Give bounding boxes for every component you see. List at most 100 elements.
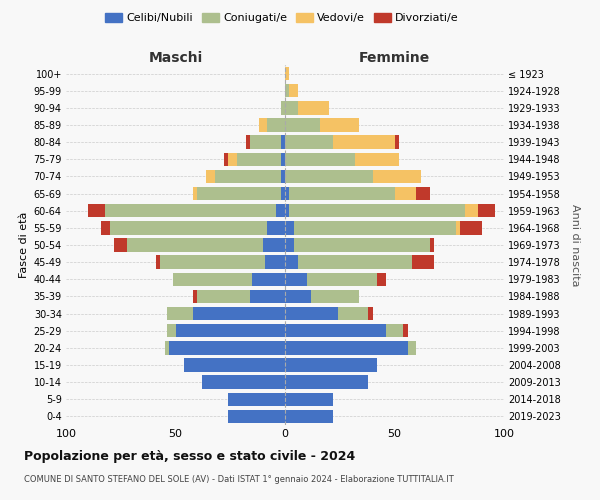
Bar (202, 376, 285, 389)
Bar (285, 67, 289, 80)
Bar (285, 341, 416, 354)
Bar (285, 238, 434, 252)
Bar (285, 376, 368, 389)
Bar (285, 204, 478, 218)
Bar (202, 376, 285, 389)
Bar (276, 204, 285, 218)
Bar (285, 290, 359, 303)
Bar (265, 256, 285, 269)
Bar (193, 187, 285, 200)
Bar (263, 238, 285, 252)
Bar (184, 358, 285, 372)
Bar (285, 238, 430, 252)
Bar (285, 136, 333, 149)
Bar (285, 324, 403, 338)
Bar (285, 307, 368, 320)
Legend: Celibi/Nubili, Coniugati/e, Vedovi/e, Divorziati/e: Celibi/Nubili, Coniugati/e, Vedovi/e, Di… (101, 8, 463, 28)
Bar (285, 118, 320, 132)
Bar (160, 256, 285, 269)
Bar (228, 392, 285, 406)
Bar (228, 392, 285, 406)
Bar (285, 358, 377, 372)
Bar (101, 221, 285, 234)
Bar (285, 324, 403, 338)
Bar (164, 341, 285, 354)
Bar (285, 187, 395, 200)
Bar (88, 204, 285, 218)
Bar (285, 152, 399, 166)
Bar (285, 358, 377, 372)
Bar (281, 187, 285, 200)
Bar (285, 67, 289, 80)
Bar (285, 272, 377, 286)
Bar (285, 221, 460, 234)
Bar (285, 136, 399, 149)
Bar (285, 187, 416, 200)
Bar (285, 392, 333, 406)
Bar (285, 410, 333, 423)
Bar (285, 256, 412, 269)
Bar (268, 118, 285, 132)
Bar (167, 324, 285, 338)
Bar (285, 204, 464, 218)
Bar (285, 170, 421, 183)
Bar (285, 272, 307, 286)
Bar (259, 118, 285, 132)
Bar (228, 392, 285, 406)
Bar (106, 204, 285, 218)
Bar (127, 238, 285, 252)
Bar (127, 238, 285, 252)
Bar (173, 272, 285, 286)
Bar (285, 392, 333, 406)
Bar (259, 118, 285, 132)
Bar (285, 376, 368, 389)
Bar (285, 101, 329, 114)
Bar (285, 290, 359, 303)
Bar (197, 290, 285, 303)
Bar (173, 272, 285, 286)
Bar (285, 152, 355, 166)
Bar (285, 410, 333, 423)
Bar (228, 152, 285, 166)
Bar (285, 376, 368, 389)
Bar (268, 221, 285, 234)
Bar (285, 187, 430, 200)
Bar (281, 136, 285, 149)
Bar (285, 410, 333, 423)
Bar (160, 256, 285, 269)
Bar (250, 136, 285, 149)
Bar (184, 358, 285, 372)
Y-axis label: Fasce di età: Fasce di età (19, 212, 29, 278)
Bar (285, 187, 289, 200)
Bar (106, 204, 285, 218)
Bar (285, 341, 416, 354)
Bar (285, 84, 298, 98)
Bar (184, 358, 285, 372)
Bar (285, 204, 289, 218)
Bar (285, 221, 482, 234)
Y-axis label: Anni di nascita: Anni di nascita (571, 204, 580, 286)
Bar (285, 256, 412, 269)
Bar (285, 341, 407, 354)
Bar (202, 376, 285, 389)
Bar (164, 341, 285, 354)
Bar (281, 101, 285, 114)
Bar (250, 136, 285, 149)
Bar (228, 410, 285, 423)
Bar (281, 101, 285, 114)
Bar (285, 101, 298, 114)
Bar (285, 256, 298, 269)
Bar (206, 170, 285, 183)
Text: Maschi: Maschi (148, 51, 203, 65)
Bar (167, 307, 285, 320)
Text: COMUNE DI SANTO STEFANO DEL SOLE (AV) - Dati ISTAT 1° gennaio 2024 - Elaborazion: COMUNE DI SANTO STEFANO DEL SOLE (AV) - … (24, 475, 454, 484)
Bar (197, 187, 285, 200)
Bar (285, 84, 289, 98)
Bar (228, 410, 285, 423)
Bar (245, 136, 285, 149)
Bar (285, 152, 399, 166)
Bar (281, 152, 285, 166)
Bar (285, 118, 359, 132)
Bar (167, 324, 285, 338)
Bar (197, 290, 285, 303)
